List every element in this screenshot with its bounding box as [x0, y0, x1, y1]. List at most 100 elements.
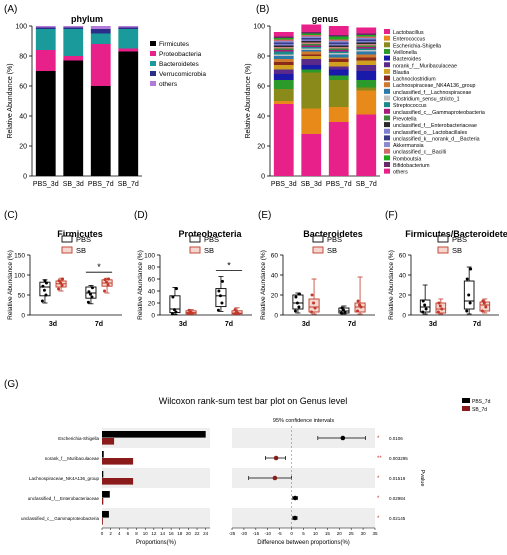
bar-segment [273, 101, 294, 104]
bar-segment [328, 122, 349, 176]
legend-swatch [384, 115, 390, 121]
y-tick-label: 80 [148, 265, 156, 272]
chart-title: phylum [71, 14, 103, 24]
legend-entry: others [159, 81, 178, 88]
legend-swatch [61, 246, 73, 254]
y-tick-label: 20 [399, 293, 407, 300]
bar [102, 451, 104, 458]
bar-segment [301, 39, 322, 41]
bar-segment [273, 45, 294, 47]
x-tick-label: 8 [135, 531, 138, 536]
bar [102, 511, 109, 518]
data-point [484, 305, 488, 309]
legend-entry: unclassified_o__Lactobacillales [393, 130, 468, 136]
bar-segment [273, 51, 294, 55]
legend-entry: PBS [452, 235, 467, 244]
data-point [57, 287, 61, 291]
bar-segment [356, 50, 377, 52]
y-tick-label: 60 [271, 253, 279, 260]
data-point [44, 281, 48, 285]
legend-swatch [150, 81, 156, 86]
legend-swatch [384, 142, 390, 148]
bar-segment [356, 38, 377, 40]
legend-swatch [462, 398, 470, 403]
chart-title: Firmicutes [57, 229, 103, 239]
y-tick-label: 100 [253, 24, 265, 31]
x-tick-label: 6 [127, 531, 130, 536]
legend-entry: Akkermansia [393, 143, 424, 149]
legend-entry: Escherichia-Shigella [393, 43, 441, 49]
legend-swatch [189, 246, 201, 254]
x-tick-label: 25 [349, 531, 355, 536]
x-tick-label: 7d [95, 321, 103, 328]
data-point [171, 295, 175, 299]
bar-segment [301, 134, 322, 176]
data-point [356, 299, 360, 303]
data-point [87, 290, 91, 294]
x-axis-label: Difference between proportions(%) [257, 540, 350, 546]
x-tick-label: 16 [169, 531, 175, 536]
category-label: Escherichia-Shigella [58, 436, 99, 441]
chart-fb-ratio-box: Firmicutes/Bacteroidetes 0 20 40 60 Relative … [388, 229, 507, 328]
data-point [293, 309, 297, 313]
x-tick-label: -10 [264, 531, 271, 536]
bar-segment [273, 39, 294, 41]
legend-entry: unclassified_f__Lachnospiraceae [393, 90, 471, 96]
bar-segment [273, 42, 294, 44]
x-tick-label: 5 [302, 531, 305, 536]
y-tick-label: 40 [271, 273, 279, 280]
data-point [465, 277, 469, 281]
legend-swatch [189, 235, 201, 243]
significance-stars: * [377, 476, 380, 482]
legend-swatch [384, 42, 390, 48]
x-tick-label: -15 [253, 531, 260, 536]
y-axis-label: Relative Abundance (%) [7, 63, 14, 138]
legend-entry: Lachnospiraceae_NK4A136_group [393, 83, 476, 89]
data-point [174, 287, 178, 291]
x-tick-label: 3d [302, 321, 310, 328]
legend-swatch [384, 128, 390, 134]
y-tick-label: 60 [257, 84, 265, 91]
legend-swatch [462, 406, 470, 411]
bar-segment [273, 89, 294, 101]
y-tick-label: 80 [257, 54, 265, 61]
y-tick-label: 20 [271, 293, 279, 300]
panel-label-f: (F) [385, 210, 398, 221]
bar-segment [35, 29, 56, 50]
bar-segment [328, 62, 349, 67]
data-point [220, 301, 224, 305]
y-tick-label: 0 [402, 313, 406, 320]
bar-segment [63, 60, 84, 176]
bar-segment [301, 32, 322, 34]
data-point [297, 305, 301, 309]
bar-segment [301, 47, 322, 49]
row-band [102, 508, 210, 528]
chart-bacteroidetes-box: Bacteroidetes 0 20 40 60 Relative Abundance (… [260, 229, 375, 328]
bar-segment [118, 51, 139, 176]
legend-swatch [384, 102, 390, 108]
legend-entry: SB [204, 246, 214, 255]
x-tick-label: 35 [372, 531, 378, 536]
bar-segment [356, 35, 377, 37]
x-tick-label: 7d [225, 321, 233, 328]
bar-segment [301, 38, 322, 40]
chart-phylum: phylum 0 20 40 60 80 100 Relative Abundance (%)… [7, 14, 206, 188]
bar-segment [356, 44, 377, 46]
data-point [421, 299, 425, 303]
legend-entry: unclassified_c__Gammaproteobacteria [393, 110, 485, 116]
x-tick-label: 14 [160, 531, 166, 536]
bar-segment [328, 107, 349, 122]
x-tick-label: -25 [229, 531, 236, 536]
bar-segment [301, 65, 322, 70]
bar-segment [356, 71, 377, 80]
bar-segment [301, 69, 322, 73]
bar-segment [90, 44, 111, 86]
bar-segment [301, 35, 322, 37]
bar-segment [273, 50, 294, 52]
bar-segment [90, 29, 111, 34]
legend-swatch [150, 51, 156, 56]
legend-swatch [384, 122, 390, 128]
legend-entry: Enterococcus [393, 37, 425, 43]
bar-segment [118, 29, 139, 49]
bar-segment [328, 54, 349, 58]
